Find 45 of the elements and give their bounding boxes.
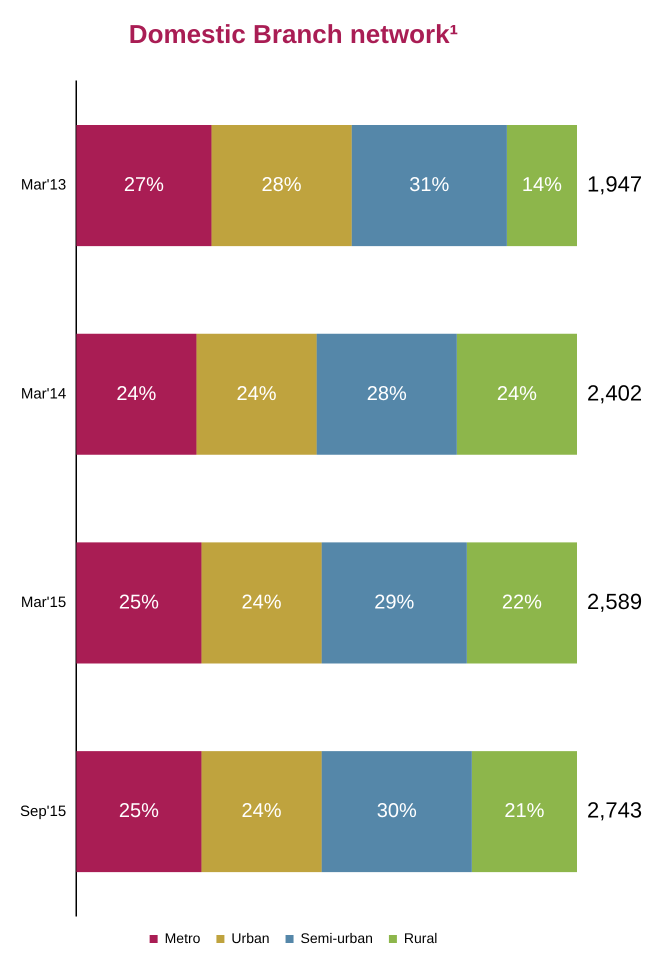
legend-label: Urban <box>231 930 270 946</box>
bar <box>76 125 212 246</box>
data-label: 30% <box>376 800 417 822</box>
data-label: 24% <box>242 591 282 614</box>
data-label: 24% <box>496 382 538 405</box>
y-tick-label: Mar'13 <box>20 176 66 194</box>
bar <box>316 334 457 455</box>
bar <box>201 751 322 872</box>
legend-label: Rural <box>404 930 438 946</box>
data-label: 31% <box>409 174 450 196</box>
y-tick-label: Mar'15 <box>20 594 66 612</box>
y-tick-label: Sep'15 <box>20 802 66 820</box>
bar <box>456 334 577 455</box>
data-label: 28% <box>366 382 407 405</box>
bar <box>472 751 577 872</box>
text: 2,402 <box>587 380 642 406</box>
bar <box>76 334 196 455</box>
bar <box>76 542 202 664</box>
data-label: 24% <box>242 800 282 822</box>
bar <box>211 125 352 246</box>
y-tick-label: Mar'14 <box>20 385 66 402</box>
bar <box>196 334 317 455</box>
bar <box>76 751 202 872</box>
data-label: 25% <box>118 591 160 614</box>
legend-label: Metro <box>164 930 201 946</box>
data-label: 14% <box>522 174 562 196</box>
data-label: 27% <box>124 174 164 196</box>
bar <box>322 542 467 664</box>
data-label: 24% <box>236 382 277 405</box>
text: 2,589 <box>587 589 642 614</box>
data-label: 22% <box>502 591 542 614</box>
bar <box>352 125 507 246</box>
data-label: 21% <box>504 800 545 822</box>
data-label: 25% <box>118 800 160 822</box>
bar <box>322 751 472 872</box>
text: 2,743 <box>587 798 642 823</box>
data-label: 29% <box>374 591 414 614</box>
legend-label: Semi-urban <box>300 930 373 946</box>
bar <box>201 542 322 664</box>
bar <box>466 542 577 664</box>
chart-title: Domestic Branch network¹ <box>128 18 458 49</box>
data-label: 28% <box>262 174 302 196</box>
text: 1,947 <box>587 172 642 197</box>
data-label: 24% <box>116 382 157 405</box>
bar <box>506 125 577 246</box>
